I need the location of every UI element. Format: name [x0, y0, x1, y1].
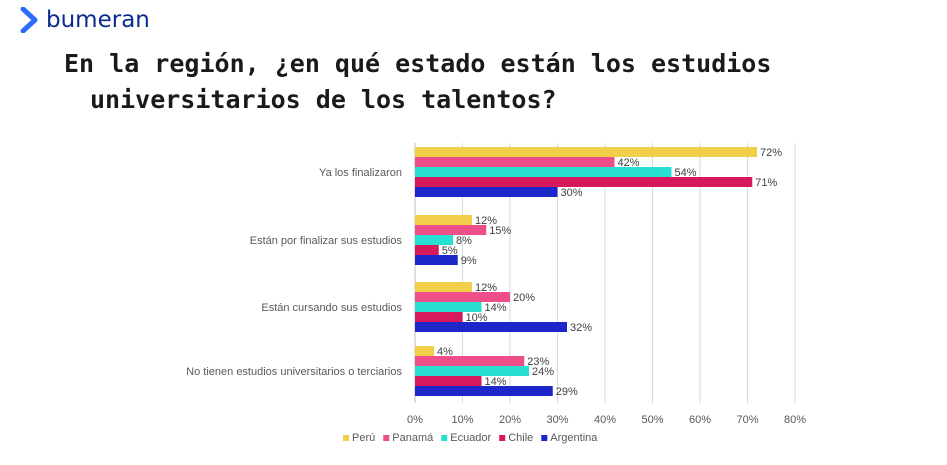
bar-argentina	[415, 386, 553, 396]
bar-chile	[415, 312, 463, 322]
bar-chile	[415, 376, 482, 386]
data-label: 5%	[442, 245, 458, 257]
legend-label: Perú	[352, 432, 375, 444]
data-label: 54%	[675, 167, 697, 179]
bumeran-logo: bumeran	[20, 6, 150, 34]
category-label: Están cursando sus estudios	[261, 302, 402, 314]
bar-chile	[415, 245, 439, 255]
data-label: 14%	[485, 302, 507, 314]
legend-label: Argentina	[550, 432, 598, 444]
brand-name: bumeran	[46, 7, 150, 33]
data-label: 71%	[755, 177, 777, 189]
legend-swatch	[441, 435, 448, 441]
bar-perú	[415, 282, 472, 292]
legend-swatch	[541, 435, 548, 441]
legend-swatch	[343, 435, 349, 441]
x-tick-label: 10%	[451, 414, 473, 426]
title-line-2: universitarios de los talentos?	[90, 85, 557, 114]
data-label: 20%	[513, 292, 535, 304]
data-label: 15%	[489, 225, 511, 237]
bar-perú	[415, 215, 472, 225]
legend-swatch	[499, 435, 506, 441]
bar-ecuador	[415, 235, 453, 245]
data-label: 12%	[475, 282, 497, 294]
data-label: 24%	[532, 366, 554, 378]
x-tick-label: 60%	[689, 414, 711, 426]
bar-perú	[415, 147, 757, 157]
bar-chile	[415, 177, 753, 187]
category-label: Ya los finalizaron	[319, 167, 402, 179]
category-label: No tienen estudios universitarios o terc…	[186, 366, 402, 378]
bar-argentina	[415, 187, 558, 197]
x-tick-label: 40%	[594, 414, 616, 426]
data-label: 42%	[618, 157, 640, 169]
x-tick-label: 80%	[784, 414, 806, 426]
bar-panamá	[415, 356, 525, 366]
data-label: 12%	[475, 215, 497, 227]
x-tick-label: 0%	[407, 414, 423, 426]
data-label: 14%	[485, 376, 507, 388]
legend-label: Panamá	[392, 432, 434, 444]
bar-ecuador	[415, 302, 482, 312]
data-label: 32%	[570, 322, 592, 334]
bar-ecuador	[415, 167, 672, 177]
bar-panamá	[415, 157, 615, 167]
page-title: En la región, ¿en qué estado están los e…	[64, 46, 771, 118]
bar-panamá	[415, 225, 487, 235]
x-tick-label: 20%	[499, 414, 521, 426]
bar-perú	[415, 346, 434, 356]
legend-label: Chile	[508, 432, 533, 444]
data-label: 23%	[527, 356, 549, 368]
data-label: 30%	[561, 187, 583, 199]
x-tick-label: 50%	[641, 414, 663, 426]
bar-ecuador	[415, 366, 529, 376]
bar-argentina	[415, 322, 567, 332]
x-tick-label: 70%	[736, 414, 758, 426]
data-label: 8%	[456, 235, 472, 247]
chevron-right-icon	[20, 7, 38, 33]
legend-label: Ecuador	[450, 432, 491, 444]
data-label: 4%	[437, 346, 453, 358]
legend-swatch	[383, 435, 390, 441]
x-tick-label: 30%	[546, 414, 568, 426]
category-label: Están por finalizar sus estudios	[250, 235, 403, 247]
data-label: 9%	[461, 255, 477, 267]
bar-argentina	[415, 255, 458, 265]
title-line-1: En la región, ¿en qué estado están los e…	[64, 49, 772, 78]
bar-panamá	[415, 292, 510, 302]
data-label: 10%	[466, 312, 488, 324]
data-label: 29%	[556, 386, 578, 398]
data-label: 72%	[760, 147, 782, 159]
